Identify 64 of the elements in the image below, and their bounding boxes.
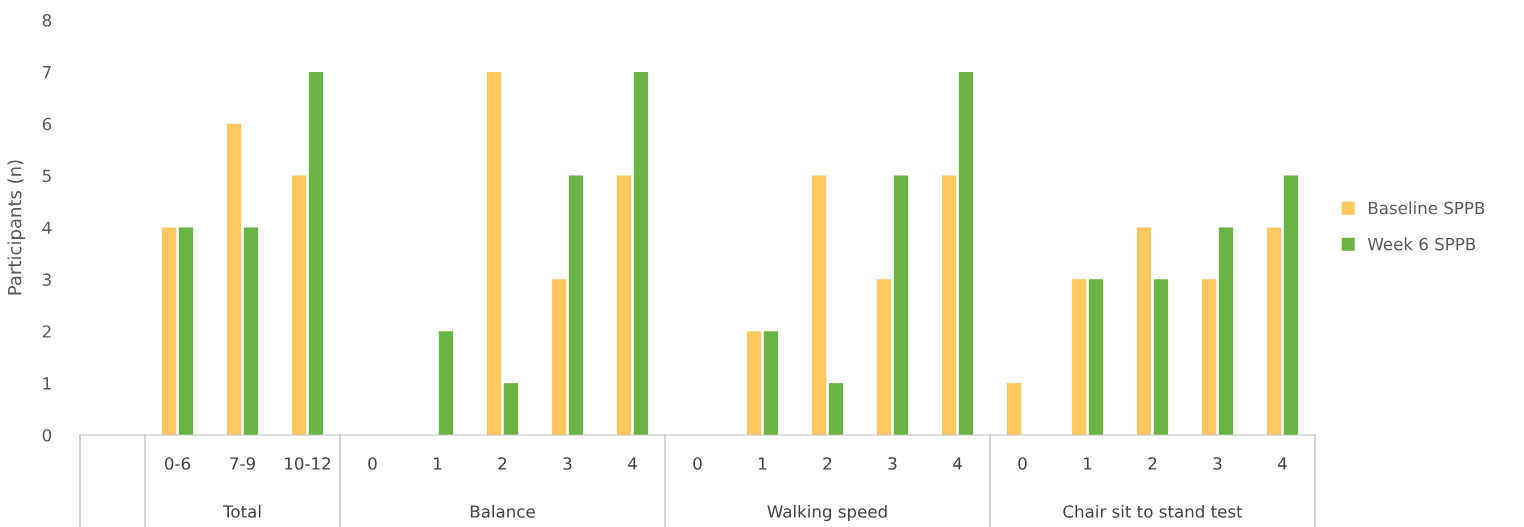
bar [503,383,519,435]
bar [633,71,649,435]
bar [568,175,584,435]
y-tick-label: 6 [42,117,52,131]
x-tick-label: 0 [1018,457,1027,470]
bar [226,123,242,435]
bar [763,331,779,435]
bar [1071,279,1087,435]
text: Chair sit to stand test [1063,504,1243,518]
x-tick-label: 4 [628,457,637,470]
bar [1201,279,1217,435]
x-tick-label: 10-12 [285,457,331,470]
x-tick-label: 4 [1278,457,1287,470]
x-tick-label: 2 [498,457,507,470]
bar [1266,227,1282,435]
x-tick-label: 0 [368,457,377,470]
x-tick-label: 7-9 [230,457,255,470]
y-tick-label: 0 [42,428,52,442]
bar [941,175,957,435]
bar [178,227,194,435]
y-tick-label: 7 [42,66,51,79]
x-tick-label: 0-6 [164,457,191,470]
x-tick-label: 2 [823,457,832,470]
bar [1283,175,1299,435]
x-tick-label: 3 [888,457,897,470]
bar [811,175,827,435]
y-tick-label: 3 [42,273,51,286]
bar [616,175,632,435]
y-tick-label: 4 [42,221,52,234]
legend-label: Week 6 SPPB [1367,237,1476,251]
y-tick-label: 1 [43,377,51,390]
bar [1218,227,1234,435]
text: Walking speed [767,504,887,522]
y-tick-label: 2 [42,325,51,338]
text: Balance [470,504,535,518]
bar [308,71,324,435]
bar [161,227,177,435]
bar [746,331,762,435]
bar [876,279,892,435]
bar [828,383,844,435]
x-tick-label: 1 [759,457,767,470]
bar [291,175,307,435]
text: Total [222,504,261,518]
x-tick-label: 3 [1213,457,1222,470]
x-tick-label: 3 [563,457,572,470]
y-axis-title: Participants (n) [7,160,25,295]
bar [486,71,502,435]
bar [1006,383,1022,435]
x-tick-label: 1 [1084,457,1092,470]
x-tick-label: 2 [1148,457,1157,470]
bar [1153,279,1169,435]
bar [551,279,567,435]
y-tick-label: 5 [42,169,51,183]
x-tick-label: 0 [693,457,702,470]
bar [1088,279,1104,435]
bar [893,175,909,435]
x-tick-label: 1 [434,457,442,470]
y-tick-label: 8 [42,13,52,27]
bar [1136,227,1152,435]
x-tick-label: 4 [953,457,962,470]
bar [243,227,259,435]
bar [438,331,454,435]
bar [958,71,974,435]
legend-label: Baseline SPPB [1368,201,1485,215]
